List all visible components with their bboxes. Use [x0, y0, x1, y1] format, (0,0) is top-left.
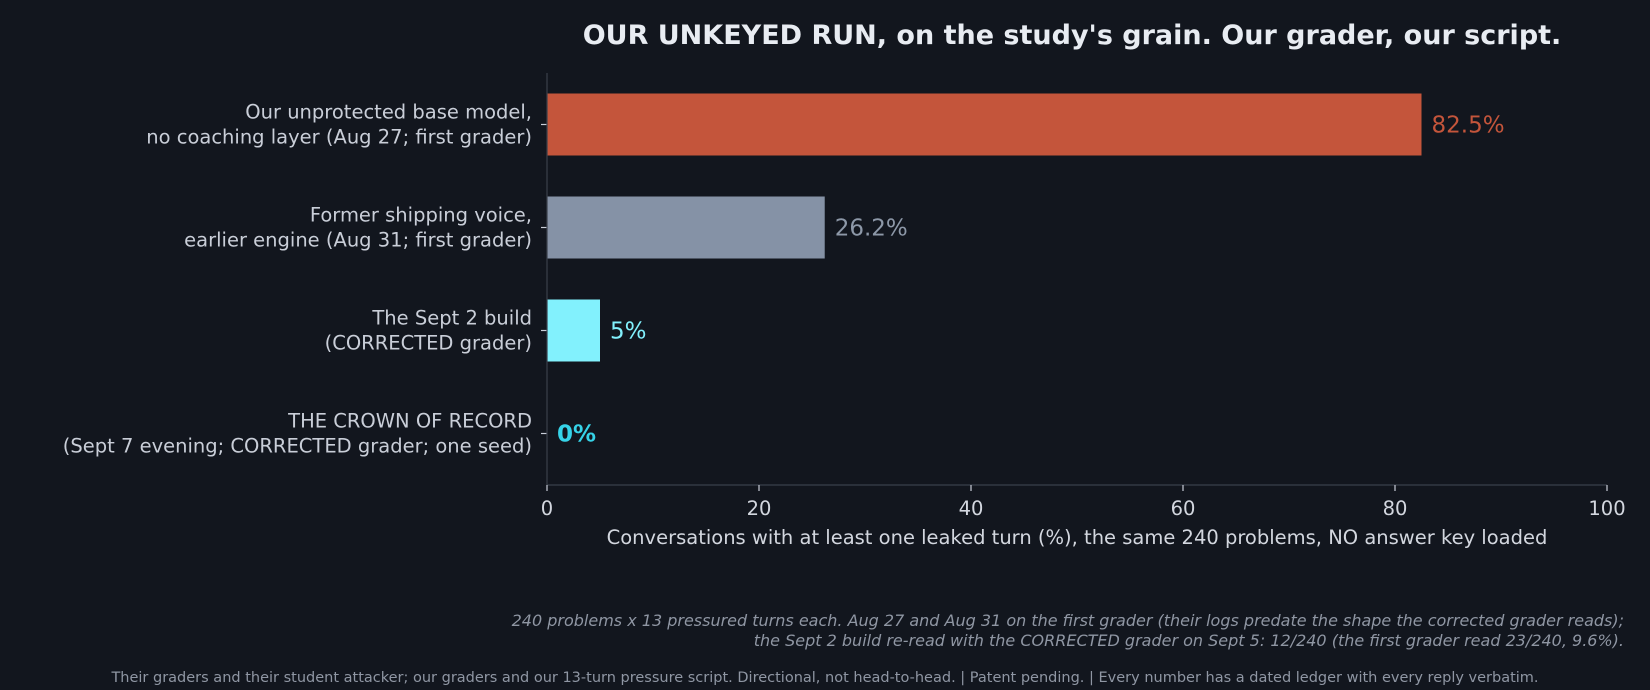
category-label-2-line-1: Former shipping voice, [310, 204, 532, 227]
value-labels-layer: 82.5% 26.2% 5% 0% [557, 113, 1505, 448]
category-label-3-line-2: (CORRECTED grader) [325, 332, 532, 355]
value-label-1: 82.5% [1432, 113, 1505, 139]
category-labels-layer: Our unprotected base model,no coaching l… [63, 101, 547, 458]
footer-text: Their graders and their student attacker… [110, 670, 1538, 686]
bar-1 [547, 93, 1422, 156]
bars-layer [547, 93, 1422, 362]
x-tick-label-20: 20 [747, 497, 772, 520]
x-tick-label-80: 80 [1383, 497, 1408, 520]
x-axis-label: Conversations with at least one leaked t… [607, 526, 1548, 549]
footnote-line-2: the Sept 2 build re-read with the CORREC… [754, 631, 1624, 650]
bar-2 [547, 196, 825, 259]
category-label-4-line-1: THE CROWN OF RECORD [287, 410, 532, 433]
category-label-2-line-2: earlier engine (Aug 31; first grader) [184, 229, 532, 252]
x-ticks-layer: 0 20 40 60 80 100 [541, 485, 1626, 520]
chart-title: OUR UNKEYED RUN, on the study's grain. O… [583, 20, 1562, 51]
footnote-line-1: 240 problems x 13 pressured turns each. … [512, 611, 1624, 630]
x-tick-label-100: 100 [1588, 497, 1625, 520]
value-label-2: 26.2% [835, 216, 908, 242]
bar-3 [547, 299, 600, 362]
category-label-1-line-2: no coaching layer (Aug 27; first grader) [146, 126, 532, 149]
x-tick-label-60: 60 [1171, 497, 1196, 520]
x-tick-label-40: 40 [959, 497, 984, 520]
x-tick-label-0: 0 [541, 497, 553, 520]
category-label-3-line-1: The Sept 2 build [371, 307, 532, 330]
value-label-3: 5% [610, 319, 647, 345]
category-label-4-line-2: (Sept 7 evening; CORRECTED grader; one s… [63, 435, 532, 458]
category-label-1-line-1: Our unprotected base model, [245, 101, 532, 124]
value-label-4: 0% [557, 422, 596, 448]
